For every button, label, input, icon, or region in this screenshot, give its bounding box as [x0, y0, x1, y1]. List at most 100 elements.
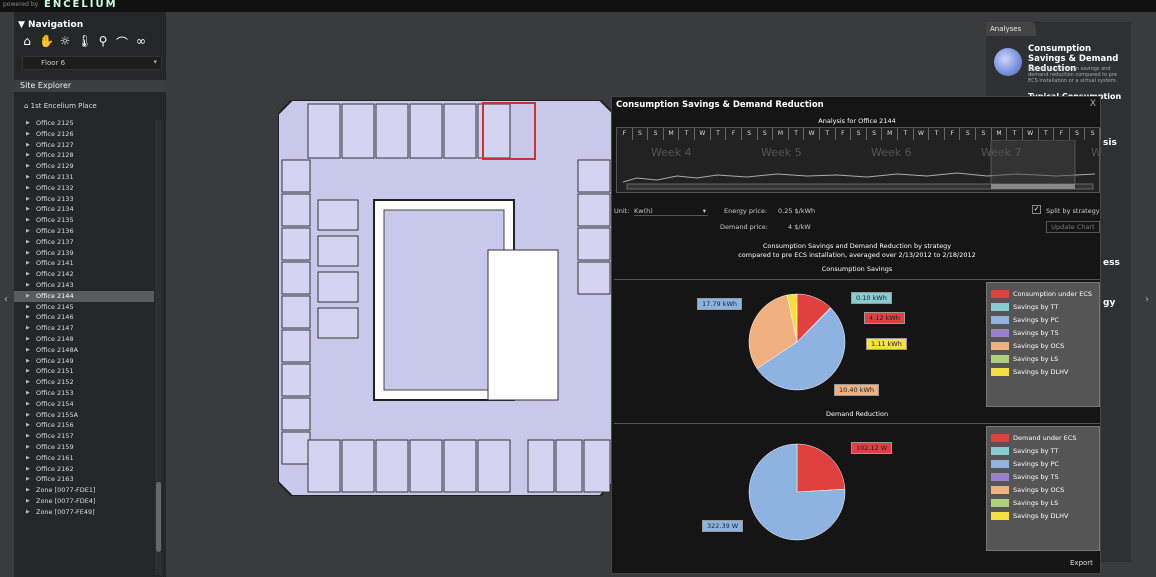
office-room[interactable] — [281, 329, 311, 363]
site-tree-item[interactable]: Office 2147 — [14, 323, 154, 334]
site-tree-item[interactable]: Zone [0077-FDE1] — [14, 485, 154, 496]
office-room[interactable] — [375, 103, 409, 159]
timeline-day[interactable]: F — [836, 128, 852, 140]
interior-room[interactable] — [317, 199, 359, 231]
office-room[interactable] — [281, 227, 311, 261]
site-tree-item[interactable]: Office 2154 — [14, 399, 154, 410]
timeline-day[interactable]: S — [648, 128, 664, 140]
interior-room[interactable] — [317, 235, 359, 267]
site-tree-item[interactable]: Office 2129 — [14, 161, 154, 172]
navigation-header[interactable]: ▼ Navigation — [18, 20, 84, 30]
analysis-item-peek[interactable]: sis — [1103, 138, 1117, 148]
site-root[interactable]: ⌂ 1st Encelium Place — [24, 102, 97, 110]
timeline-day[interactable]: S — [1070, 128, 1086, 140]
office-room[interactable] — [341, 439, 375, 493]
site-tree-item[interactable]: Zone [0077-FDE4] — [14, 496, 154, 507]
office-room[interactable] — [443, 439, 477, 493]
analyses-tab[interactable]: Analyses — [986, 22, 1036, 36]
site-tree-item[interactable]: Office 2148 — [14, 334, 154, 345]
legend-entry[interactable]: Consumption under ECS — [991, 289, 1092, 299]
site-tree-item[interactable]: Office 2136 — [14, 226, 154, 237]
pie-slice[interactable] — [796, 443, 846, 493]
office-room[interactable] — [577, 261, 611, 295]
legend-entry[interactable]: Savings by TT — [991, 302, 1058, 312]
site-tree-scroll-thumb[interactable] — [156, 482, 161, 552]
timeline-day[interactable]: M — [773, 128, 789, 140]
timeline-day[interactable]: F — [726, 128, 742, 140]
analysis-item-peek[interactable]: ess — [1103, 258, 1120, 268]
legend-entry[interactable]: Savings by PC — [991, 315, 1059, 325]
unit-select[interactable]: Kw(h) ▾ — [634, 207, 708, 216]
site-tree-item[interactable]: Office 2155A — [14, 410, 154, 421]
legend-entry[interactable]: Savings by LS — [991, 354, 1058, 364]
timeline-day[interactable]: S — [633, 128, 649, 140]
site-tree-item[interactable]: Office 2148A — [14, 345, 154, 356]
legend-entry[interactable]: Demand under ECS — [991, 433, 1077, 443]
floor-select[interactable]: Floor 6 ▾ — [22, 56, 162, 70]
legend-entry[interactable]: Savings by OCS — [991, 485, 1064, 495]
site-tree-item[interactable]: Office 2131 — [14, 172, 154, 183]
site-tree-item[interactable]: Zone [0077-FE49] — [14, 507, 154, 518]
timeline-day[interactable]: W — [1023, 128, 1039, 140]
site-tree-item[interactable]: Office 2133 — [14, 194, 154, 205]
office-room[interactable] — [583, 439, 611, 493]
site-tree-item[interactable]: Office 2157 — [14, 431, 154, 442]
timeline-day[interactable]: S — [960, 128, 977, 140]
legend-entry[interactable]: Savings by DLHV — [991, 511, 1068, 521]
site-tree-item[interactable]: Office 2125 — [14, 118, 154, 129]
close-icon[interactable]: X — [1089, 99, 1096, 109]
timeline-day[interactable]: M — [664, 128, 680, 140]
update-chart-button[interactable]: Update Chart — [1046, 221, 1100, 233]
pie-slice[interactable] — [786, 293, 798, 343]
timeline-day[interactable]: W — [914, 128, 930, 140]
legend-entry[interactable]: Savings by DLHV — [991, 367, 1068, 377]
office-room[interactable] — [443, 103, 477, 159]
legend-entry[interactable]: Savings by OCS — [991, 341, 1064, 351]
interior-room[interactable] — [317, 271, 359, 303]
lamp-icon[interactable]: ⌒ — [115, 36, 128, 50]
pie-slice[interactable] — [748, 443, 846, 541]
timeline-day[interactable]: W — [695, 128, 711, 140]
timeline-day[interactable]: T — [929, 128, 945, 140]
office-room[interactable] — [281, 431, 311, 465]
timeline-day[interactable]: M — [882, 128, 899, 140]
export-button[interactable]: Export — [1070, 559, 1093, 567]
office-room[interactable] — [555, 439, 583, 493]
timeline-day[interactable]: F — [617, 128, 633, 140]
site-tree-item[interactable]: Office 2144 — [14, 290, 154, 302]
lightbulb-icon[interactable]: ☼ — [59, 34, 71, 48]
site-tree-item[interactable]: Office 2146 — [14, 312, 154, 323]
thermometer-icon[interactable]: 🌡 — [77, 34, 93, 48]
interior-room[interactable] — [317, 307, 359, 339]
timeline-day[interactable]: F — [1054, 128, 1070, 140]
timeline-day[interactable]: S — [758, 128, 774, 140]
energy-price-value[interactable]: 0.25 $/kWh — [778, 207, 816, 215]
collapse-right-icon[interactable]: › — [1145, 294, 1149, 305]
timeline-day[interactable]: S — [851, 128, 867, 140]
timeline-day[interactable]: S — [742, 128, 758, 140]
home-icon[interactable]: ⌂ — [23, 34, 31, 48]
legend-entry[interactable]: Savings by TS — [991, 328, 1059, 338]
office-room[interactable] — [577, 159, 611, 193]
pie-slice[interactable] — [756, 307, 846, 391]
floor-plan[interactable] — [278, 100, 614, 496]
site-explorer-header[interactable]: Site Explorer — [14, 80, 166, 92]
office-room[interactable] — [281, 261, 311, 295]
site-tree-item[interactable]: Office 2159 — [14, 442, 154, 453]
office-room[interactable] — [409, 103, 443, 159]
site-tree-item[interactable]: Office 2152 — [14, 377, 154, 388]
site-tree-item[interactable]: Office 2135 — [14, 215, 154, 226]
timeline-day[interactable]: M — [992, 128, 1008, 140]
timeline-day[interactable]: T — [679, 128, 696, 140]
office-room[interactable] — [307, 103, 341, 159]
site-tree-scrollbar[interactable] — [155, 120, 162, 575]
binoculars-icon[interactable]: ∞ — [136, 34, 146, 48]
split-by-strategy-checkbox[interactable]: ✓ — [1032, 205, 1041, 214]
timeline-day[interactable]: F — [945, 128, 961, 140]
site-tree-item[interactable]: Office 2139 — [14, 248, 154, 259]
office-room[interactable] — [281, 397, 311, 431]
site-tree-item[interactable]: Office 2141 — [14, 258, 154, 269]
timeline-day[interactable]: T — [1039, 128, 1055, 140]
site-tree-item[interactable]: Office 2134 — [14, 204, 154, 215]
site-tree-item[interactable]: Office 2149 — [14, 356, 154, 367]
